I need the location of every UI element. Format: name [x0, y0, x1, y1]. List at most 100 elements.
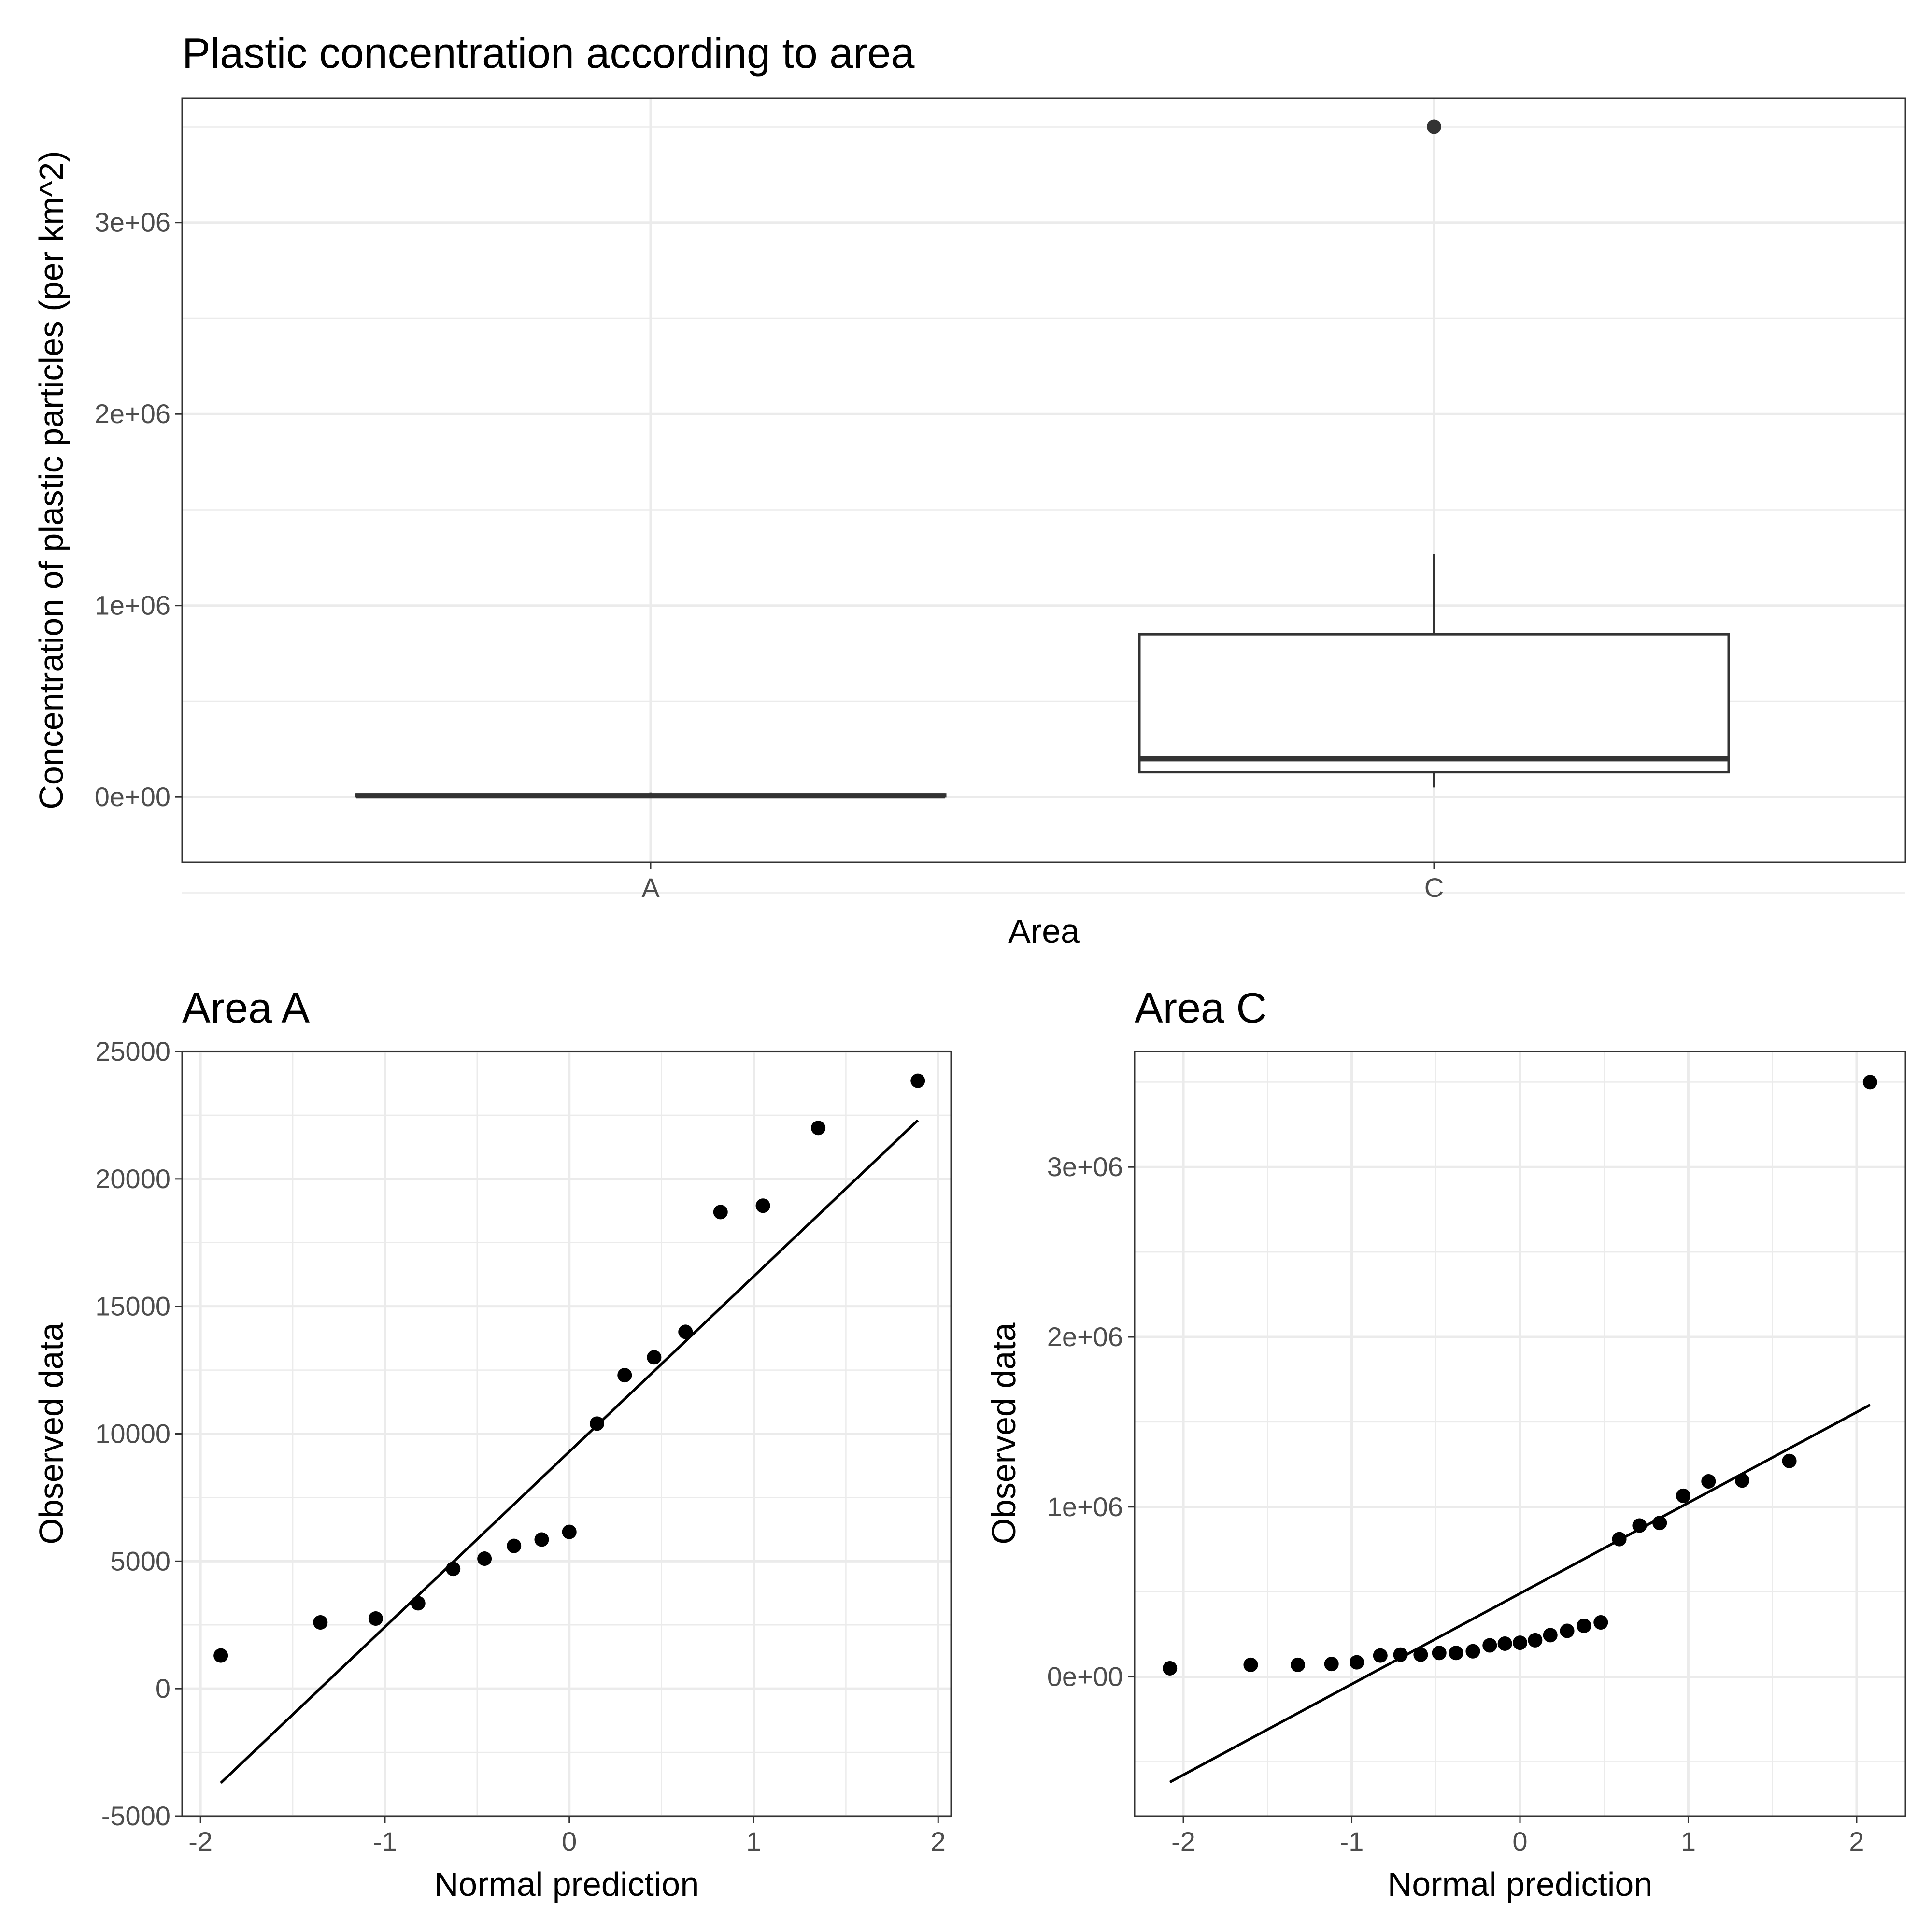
qq-c-title: Area C — [1135, 984, 1267, 1032]
data-point — [1734, 1473, 1749, 1488]
y-tick-label: 2e+06 — [1047, 1321, 1123, 1352]
y-tick-label: 2e+06 — [95, 398, 170, 429]
data-point — [647, 1350, 662, 1365]
data-point — [1413, 1647, 1428, 1662]
boxplot-y-axis: 0e+00 1e+06 2e+06 3e+06 — [95, 207, 182, 812]
data-point — [1560, 1623, 1575, 1638]
qq-a-title: Area A — [182, 984, 310, 1032]
y-tick-label: 10000 — [95, 1419, 170, 1449]
y-tick-label: 5000 — [110, 1546, 170, 1576]
data-point — [1393, 1647, 1408, 1662]
x-tick-label: 2 — [1849, 1826, 1864, 1857]
data-point — [1632, 1518, 1647, 1533]
data-point — [1862, 1075, 1877, 1090]
data-point — [910, 1073, 925, 1088]
y-tick-label: 1e+06 — [1047, 1492, 1123, 1522]
boxplot-y-axis-title: Concentration of plastic particles (per … — [32, 151, 70, 809]
data-point — [1577, 1619, 1591, 1634]
qq-c-y-axis: 0e+00 1e+06 2e+06 3e+06 — [1047, 1151, 1135, 1692]
y-tick-label: -5000 — [101, 1801, 170, 1831]
data-point — [1701, 1474, 1716, 1489]
y-tick-label: 20000 — [95, 1164, 170, 1194]
boxplot-title: Plastic concentration according to area — [182, 29, 914, 77]
data-point — [1676, 1488, 1691, 1503]
x-tick-label: A — [641, 872, 660, 903]
y-tick-label: 25000 — [95, 1036, 170, 1066]
x-tick-label: 0 — [1512, 1826, 1527, 1857]
x-tick-label: -1 — [1340, 1826, 1364, 1857]
reference-line — [1169, 1404, 1871, 1784]
x-tick-label: -2 — [188, 1826, 213, 1857]
y-tick-label: 3e+06 — [95, 207, 170, 238]
y-tick-label: 15000 — [95, 1291, 170, 1321]
data-point — [1513, 1635, 1527, 1650]
x-tick-label: -1 — [373, 1826, 397, 1857]
data-point — [1465, 1644, 1480, 1659]
data-point — [1291, 1657, 1306, 1672]
x-tick-label: 1 — [746, 1826, 761, 1857]
qq-c-x-axis: -2 -1 0 1 2 — [1171, 1816, 1864, 1857]
data-point — [1449, 1646, 1463, 1661]
qq-a-x-axis: -2 -1 0 1 2 — [188, 1816, 946, 1857]
boxplot-chart: Plastic concentration according to area … — [32, 29, 1906, 950]
data-point — [1612, 1532, 1627, 1547]
data-point — [713, 1205, 728, 1220]
qq-a-x-axis-title: Normal prediction — [434, 1865, 699, 1903]
qq-c-marks — [1163, 1075, 1877, 1784]
y-tick-label: 0e+00 — [95, 781, 170, 812]
data-point — [534, 1532, 549, 1547]
data-point — [1528, 1633, 1543, 1648]
data-point — [617, 1368, 632, 1383]
data-point — [1243, 1657, 1258, 1672]
qq-c-y-axis-title: Observed data — [985, 1322, 1023, 1544]
data-point — [589, 1416, 604, 1431]
reference-line — [220, 1119, 919, 1784]
qq-a-y-axis-title: Observed data — [32, 1322, 70, 1544]
data-point — [313, 1615, 328, 1630]
x-tick-label: 1 — [1681, 1826, 1696, 1857]
qq-a-marks — [213, 1073, 925, 1784]
qq-c-x-axis-title: Normal prediction — [1388, 1865, 1653, 1903]
x-tick-label: 0 — [562, 1826, 577, 1857]
y-tick-label: 1e+06 — [95, 590, 170, 621]
outlier-point — [1427, 119, 1441, 134]
data-point — [562, 1524, 577, 1539]
data-point — [368, 1611, 383, 1626]
data-point — [446, 1562, 461, 1577]
data-point — [507, 1538, 522, 1553]
data-point — [1432, 1646, 1447, 1661]
qq-a-y-axis: -5000 0 5000 10000 15000 20000 25000 — [95, 1036, 182, 1831]
data-point — [1782, 1453, 1797, 1468]
y-tick-label: 0e+00 — [1047, 1662, 1123, 1692]
qq-plot-area-a: Area A -5000 0 5000 10000 15000 20000 25000 -2… — [32, 984, 952, 1903]
data-point — [811, 1121, 826, 1136]
qq-c-grid — [1135, 1051, 1905, 1816]
data-point — [477, 1551, 492, 1566]
data-point — [1497, 1636, 1512, 1651]
box-C — [1138, 633, 1730, 774]
qq-plot-area-c: Area C 0e+00 1e+06 2e+06 3e+06 -2 -1 0 1 2 Norm… — [985, 984, 1906, 1903]
data-point — [1652, 1516, 1667, 1531]
boxplot-marks — [355, 119, 1730, 799]
x-tick-label: 2 — [931, 1826, 946, 1857]
data-point — [755, 1198, 770, 1213]
data-point — [213, 1648, 228, 1663]
y-tick-label: 0 — [156, 1673, 170, 1704]
data-point — [678, 1324, 693, 1339]
data-point — [1543, 1628, 1558, 1643]
data-point — [411, 1596, 426, 1611]
data-point — [1482, 1638, 1497, 1653]
data-point — [1349, 1655, 1364, 1670]
y-tick-label: 3e+06 — [1047, 1151, 1123, 1182]
data-point — [1373, 1648, 1388, 1663]
data-point — [1324, 1657, 1339, 1672]
data-point — [1593, 1615, 1608, 1630]
x-tick-label: C — [1424, 872, 1444, 903]
boxplot-panel-border — [181, 97, 1906, 863]
boxplot-x-axis-title: Area — [1008, 912, 1080, 950]
data-point — [1163, 1661, 1178, 1676]
x-tick-label: -2 — [1171, 1826, 1195, 1857]
